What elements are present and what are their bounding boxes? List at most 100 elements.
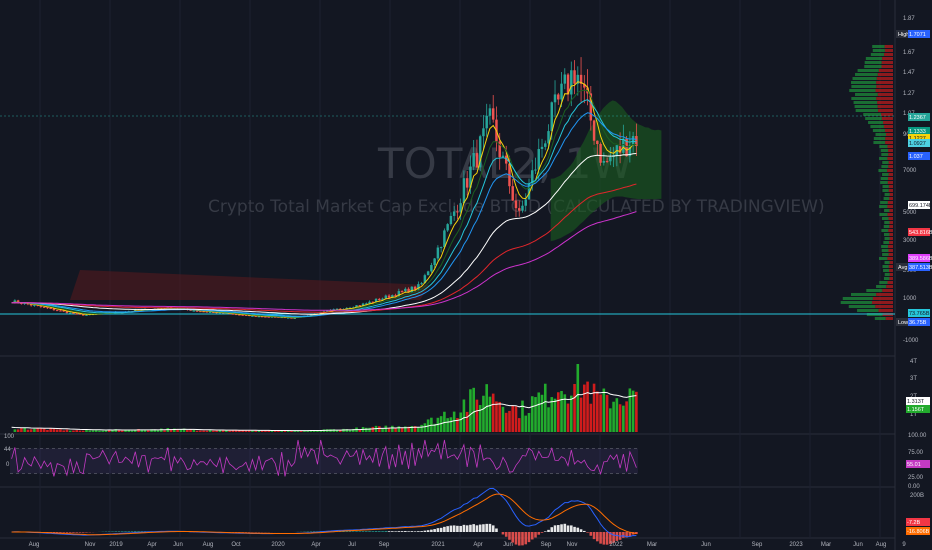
candle-body <box>335 308 339 310</box>
volume-bar <box>173 428 176 432</box>
macd-histogram-bar <box>462 524 466 532</box>
price-axis[interactable]: 1.871.671.471.271.07900B7000500030002000… <box>4 16 932 535</box>
volume-profile-bar <box>884 53 893 56</box>
volume-profile-bar <box>875 133 886 136</box>
volume-profile <box>0 45 895 320</box>
volume-profile-bar <box>865 117 882 120</box>
volume-profile-bar <box>884 237 890 240</box>
candle-body <box>55 310 59 312</box>
volume-bar <box>65 429 69 432</box>
rsi-pane <box>10 439 638 477</box>
macd-histogram-bar <box>381 531 384 532</box>
volume-bar <box>49 428 52 432</box>
volume-bar <box>504 412 508 432</box>
candle-body <box>273 316 277 318</box>
candle-body <box>231 313 235 315</box>
macd-histogram-bar <box>78 532 82 533</box>
candle-body <box>374 298 378 303</box>
volume-bar <box>498 401 502 432</box>
volume-profile-bar <box>888 253 893 256</box>
volume-bar <box>146 430 150 432</box>
macd-pane <box>11 487 638 546</box>
volume-bar <box>433 423 436 432</box>
volume-profile-bar <box>879 213 888 216</box>
volume-bar <box>176 429 179 432</box>
volume-profile-bar <box>854 105 878 108</box>
volume-bar <box>517 418 521 432</box>
macd-histogram-bar <box>387 531 391 532</box>
macd-histogram-bar <box>309 531 313 532</box>
macd-histogram-bar <box>361 531 365 532</box>
macd-histogram-bar <box>358 531 362 532</box>
volume-profile-bar <box>885 133 893 136</box>
volume-bar <box>543 383 547 432</box>
macd-signal-line <box>11 493 637 536</box>
macd-histogram-bar <box>420 531 423 532</box>
moving-average-140 <box>11 211 637 311</box>
volume-bar <box>524 415 528 432</box>
volume-profile-bar <box>885 137 893 140</box>
volume-bar <box>417 427 420 432</box>
volume-bar <box>55 429 59 432</box>
candle-body <box>521 205 524 211</box>
volume-profile-bar <box>887 181 893 184</box>
candle-body <box>68 312 72 314</box>
volume-profile-bar <box>855 93 878 96</box>
volume-bar <box>202 430 205 432</box>
volume-bar <box>13 429 17 432</box>
volume-bar <box>400 427 404 432</box>
macd-histogram-bar <box>404 531 407 532</box>
macd-histogram-bar <box>586 532 589 533</box>
volume-bar <box>98 430 101 432</box>
time-tick: Jun <box>853 542 863 548</box>
candle-body <box>618 145 622 153</box>
volume-bar <box>345 429 349 432</box>
macd-histogram-bar <box>491 525 495 532</box>
volume-bar <box>316 430 319 432</box>
volume-bar <box>182 428 186 432</box>
volume-bar <box>267 430 270 432</box>
macd-histogram-bar <box>517 532 521 546</box>
volume-bar <box>42 428 46 432</box>
candle-body <box>29 304 33 306</box>
volume-pane <box>11 364 638 432</box>
macd-histogram-bar <box>371 531 375 532</box>
volume-bar <box>413 426 417 432</box>
volume-profile-bar <box>880 181 888 184</box>
macd-histogram-bar <box>583 530 586 532</box>
moving-average-21 <box>11 112 637 317</box>
volume-bar <box>101 430 105 432</box>
volume-bar <box>36 428 39 432</box>
volume-profile-bar <box>882 57 893 60</box>
candle-body <box>404 288 407 292</box>
volume-profile-bar <box>877 105 893 108</box>
volume-bar <box>478 405 482 432</box>
candle-body <box>609 157 612 162</box>
price-marker-value: 73.765B <box>909 311 930 317</box>
macd-marker-bg <box>906 518 930 526</box>
volume-bar <box>469 389 472 432</box>
macd-histogram-bar <box>540 532 544 533</box>
volume-bar <box>309 430 313 432</box>
candle-body <box>622 138 625 153</box>
candle-body <box>504 155 508 164</box>
volume-profile-bar <box>887 257 893 260</box>
volume-bar <box>485 384 488 432</box>
volume-bar <box>75 430 79 432</box>
volume-bar <box>576 364 580 432</box>
price-marker-bg <box>908 309 930 317</box>
volume-profile-bar <box>864 61 882 64</box>
volume-profile-bar <box>888 229 893 232</box>
volume-bar <box>618 404 622 432</box>
candle-body <box>238 314 241 316</box>
volume-bar <box>394 428 397 432</box>
time-tick: Sep <box>541 542 552 548</box>
volume-bar <box>596 391 599 432</box>
ichimoku-cloud <box>70 100 662 300</box>
volume-profile-bar <box>879 205 888 208</box>
candle-body <box>365 303 368 305</box>
time-axis[interactable]: Aug Nov 2019 Apr Jun Aug Oct 2020 Apr Jul Sep 2021 A… <box>29 542 907 548</box>
candle-body <box>46 307 49 309</box>
price-marker-value: 699.174B <box>909 203 932 209</box>
